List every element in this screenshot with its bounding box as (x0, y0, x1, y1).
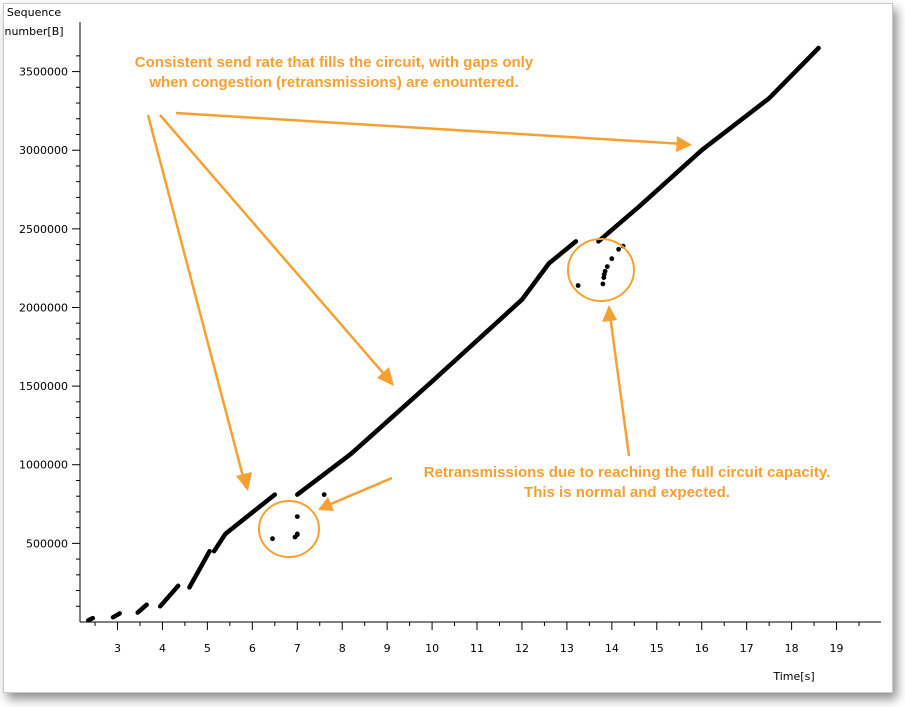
x-tick-label-8: 8 (339, 642, 346, 655)
data-point-11 (604, 264, 610, 269)
y-axis-title-line2: number[B] (4, 25, 63, 38)
retransmission-circle-2 (567, 238, 635, 302)
series-points (270, 243, 626, 542)
data-segment-7 (596, 45, 821, 244)
x-tick-label-18: 18 (785, 642, 799, 655)
x-tick-label-10: 10 (425, 642, 439, 655)
x-tick-label-6: 6 (249, 642, 256, 655)
y-tick-label-3000000: 3000000 (19, 144, 68, 157)
annotation-retransmission-line1: Retransmissions due to reaching the full… (424, 464, 831, 481)
y-axis-title-line1: Sequence (7, 6, 61, 19)
arrow-to-retransmit-2 (608, 314, 631, 457)
arrowhead-segment-c (676, 136, 692, 152)
x-tick-label-3: 3 (114, 642, 121, 655)
y-minor-ticks (76, 55, 80, 607)
retransmission-circle-1 (258, 500, 320, 558)
x-tick-label-14: 14 (605, 642, 619, 655)
arrowhead-segment-b (377, 367, 394, 386)
data-point-4 (294, 514, 300, 519)
data-segment-2 (135, 602, 149, 615)
annotation-send-rate-line2: when congestion (retransmissions) are en… (148, 74, 518, 91)
annotation-retransmission-line2: This is normal and expected. (524, 484, 730, 501)
y-tick-label-1500000: 1500000 (19, 380, 68, 393)
x-tick-label-9: 9 (384, 642, 391, 655)
data-segment-6 (295, 239, 579, 497)
arrow-to-segment-c (175, 111, 685, 146)
y-tick-label-3500000: 3500000 (19, 66, 68, 79)
data-segment-0 (86, 615, 96, 623)
data-segment-4 (187, 548, 212, 590)
series-segments (86, 45, 821, 623)
data-segment-1 (110, 611, 122, 620)
data-point-10 (602, 268, 608, 274)
y-tick-label-2500000: 2500000 (19, 223, 68, 236)
x-tick-label-11: 11 (470, 642, 484, 655)
y-tick-label-500000: 500000 (26, 537, 68, 550)
data-point-7 (600, 281, 606, 287)
x-tick-label-13: 13 (560, 642, 574, 655)
x-tick-label-4: 4 (159, 642, 166, 655)
data-point-13 (616, 246, 621, 252)
x-tick-label-5: 5 (204, 642, 211, 655)
arrowhead-segment-a (236, 472, 252, 491)
data-segment-5 (211, 492, 278, 554)
x-tick-label-17: 17 (740, 642, 754, 655)
data-point-12 (609, 256, 615, 262)
arrow-to-retransmit-1 (325, 476, 393, 508)
x-tick-label-15: 15 (650, 642, 664, 655)
data-point-5 (321, 492, 327, 497)
x-tick-label-19: 19 (830, 642, 844, 655)
y-tick-label-1000000: 1000000 (19, 459, 68, 472)
arrow-to-segment-a (146, 114, 248, 489)
arrowhead-retransmit-1 (318, 497, 334, 511)
data-point-3 (294, 531, 300, 537)
data-segment-3 (157, 583, 181, 609)
x-ticks: 3 4 5 6 7 8 9 10 11 12 13 14 15 16 17 18 19 (94, 622, 860, 655)
annotation-send-rate-line1: Consistent send rate that fills the circ… (135, 54, 534, 71)
arrowhead-retransmit-2 (602, 305, 617, 322)
x-tick-label-12: 12 (515, 642, 529, 655)
x-tick-label-7: 7 (294, 642, 301, 655)
x-tick-label-16: 16 (695, 642, 709, 655)
data-point-0 (270, 536, 275, 542)
annotation-layer: Consistent send rate that fills the circ… (135, 54, 831, 558)
y-ticks: 500000 1000000 1500000 2000000 2500000 300000… (19, 66, 80, 550)
y-tick-label-2000000: 2000000 (19, 301, 68, 314)
data-point-6 (575, 283, 581, 288)
x-axis-title: Time[s] (772, 670, 814, 683)
arrow-to-segment-b (159, 114, 391, 382)
